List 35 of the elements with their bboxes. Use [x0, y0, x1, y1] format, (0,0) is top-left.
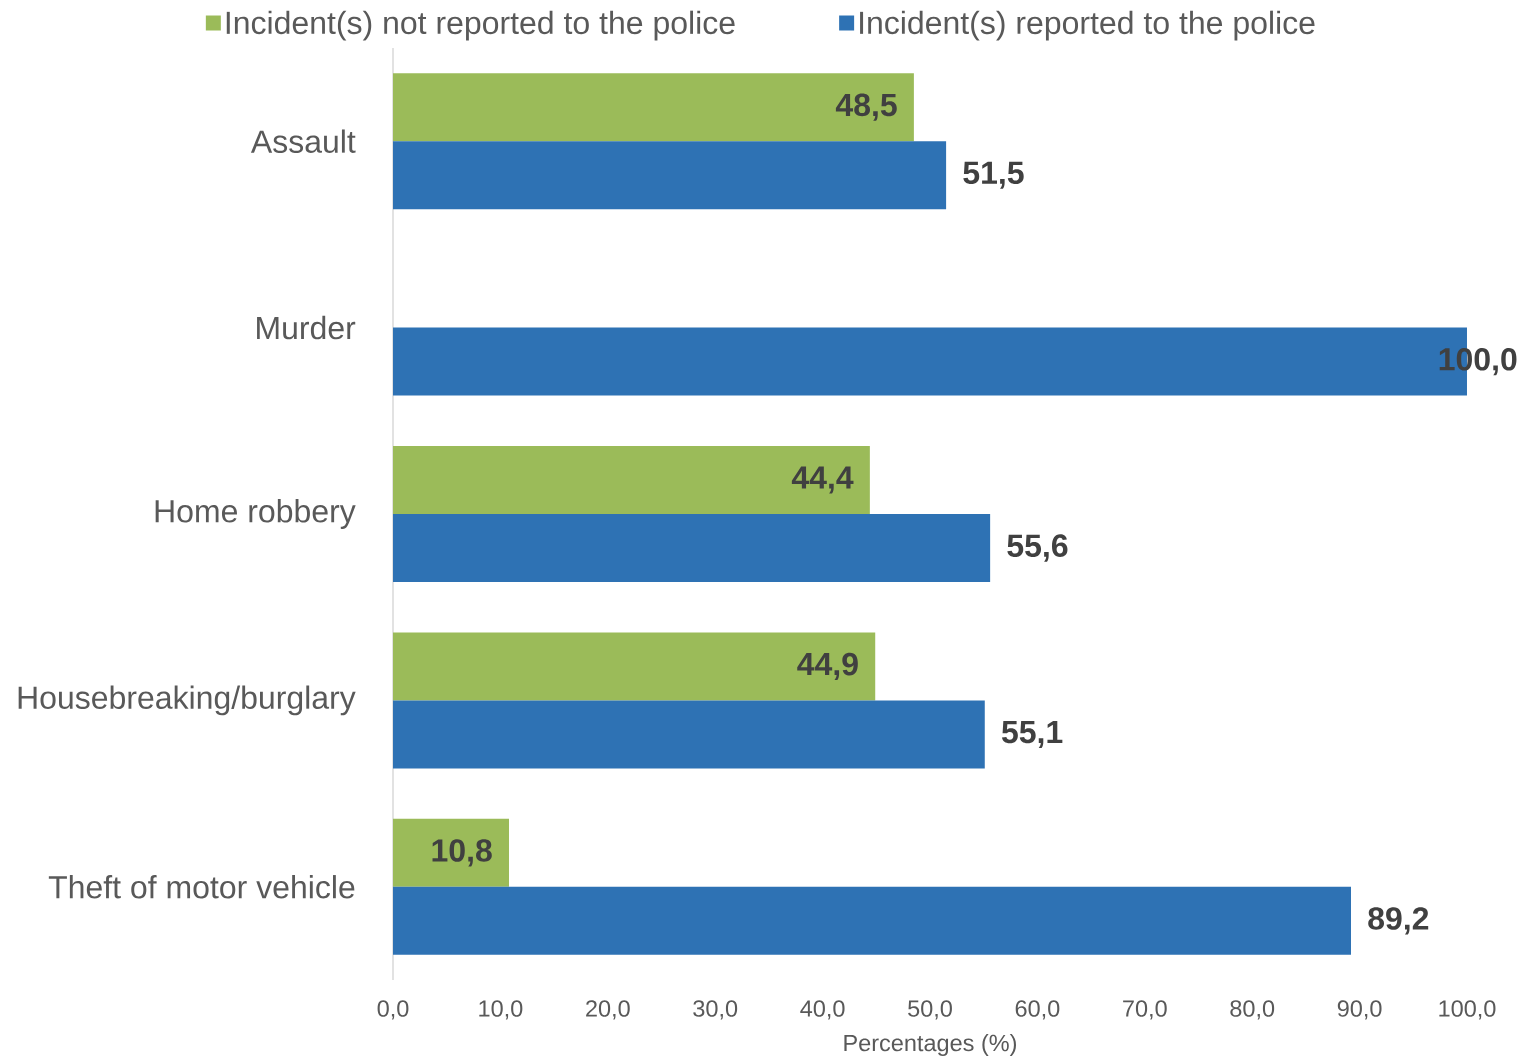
y-tick-label: Murder — [257, 315, 356, 340]
data-label: 10,8 — [432, 839, 492, 867]
legend-label: Incident(s) not reported to the police — [226, 10, 735, 41]
data-label: 44,4 — [791, 466, 854, 494]
bar — [393, 141, 947, 210]
x-tick-label: 20,0 — [586, 1000, 630, 1020]
data-label: 51,5 — [963, 161, 1024, 189]
x-tick-label: 80,0 — [1230, 1000, 1275, 1020]
x-tick-label: 30,0 — [693, 1000, 738, 1020]
x-tick-label: 0,0 — [377, 1000, 409, 1020]
data-label: 89,2 — [1368, 907, 1429, 935]
x-tick-label: 90,0 — [1337, 1000, 1382, 1020]
y-tick-label: Housebreaking/burglary — [18, 685, 356, 716]
legend-label: Incident(s) reported to the police — [860, 10, 1315, 41]
y-tick-label: Theft of motor vehicle — [48, 875, 355, 899]
bar — [393, 446, 870, 514]
y-tick-label: Assault — [250, 129, 356, 153]
x-tick-label: 40,0 — [800, 1000, 845, 1020]
x-tick-label: 10,0 — [479, 1000, 523, 1020]
x-axis-title: Percentages (%) — [844, 1034, 1017, 1056]
y-tick-label: Home robbery — [155, 499, 356, 529]
bar — [393, 73, 914, 142]
bar — [393, 886, 1351, 955]
x-tick-label: 60,0 — [1015, 1000, 1060, 1020]
x-tick-label: 100,0 — [1439, 1000, 1496, 1020]
x-tick-label: 50,0 — [908, 1000, 952, 1020]
x-tick-label: 70,0 — [1123, 1000, 1167, 1020]
data-label: 44,9 — [797, 652, 858, 681]
data-label: 55,1 — [1001, 720, 1063, 748]
data-label: 48,5 — [835, 93, 897, 121]
bar — [393, 514, 991, 582]
bar — [393, 818, 509, 887]
data-label: 55,6 — [1007, 534, 1068, 562]
bar — [393, 700, 985, 769]
bar — [393, 632, 876, 701]
